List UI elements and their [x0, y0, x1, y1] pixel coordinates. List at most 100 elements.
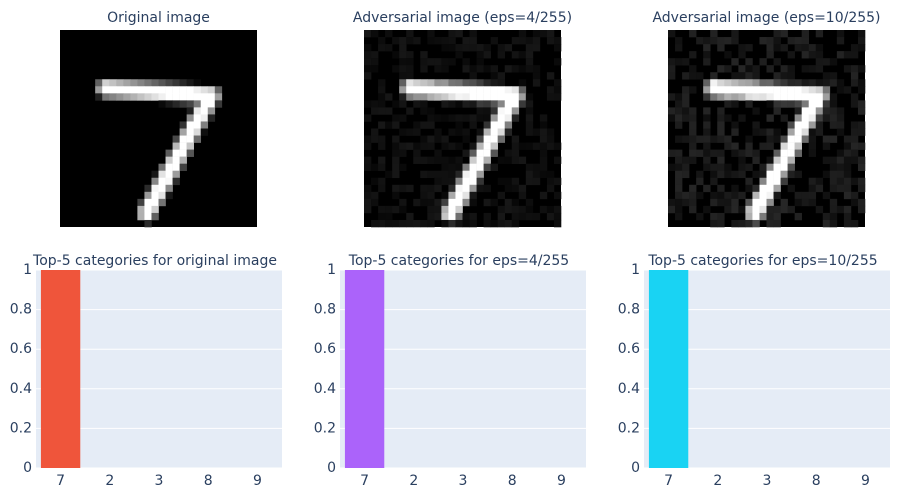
pixel: [532, 142, 541, 150]
pixel: [787, 149, 795, 157]
pixel: [193, 93, 202, 101]
pixel: [829, 156, 838, 164]
pixel: [675, 135, 683, 143]
pixel: [850, 121, 859, 129]
pixel: [448, 128, 456, 136]
pixel: [518, 79, 527, 87]
pixel: [731, 30, 739, 38]
pixel: [689, 30, 697, 38]
pixel: [675, 44, 683, 52]
pixel: [808, 142, 817, 150]
pixel: [766, 44, 774, 52]
pixel: [364, 58, 372, 66]
pixel: [668, 30, 676, 38]
pixel: [801, 191, 810, 200]
pixel: [469, 72, 477, 80]
x-tick-label: 7: [360, 473, 369, 489]
pixel: [710, 198, 718, 207]
pixel: [696, 191, 704, 200]
pixel: [836, 163, 845, 172]
pixel: [371, 219, 379, 228]
pixel: [448, 170, 456, 179]
pixel: [724, 170, 732, 179]
pixel: [116, 93, 124, 101]
pixel: [546, 30, 555, 38]
pixel: [193, 114, 202, 122]
pixel: [392, 121, 400, 129]
pixel: [696, 37, 704, 45]
pixel: [829, 163, 838, 172]
pixel: [752, 156, 760, 164]
pixel: [413, 219, 421, 228]
pixel: [724, 37, 732, 45]
pixel: [518, 37, 527, 45]
pixel: [759, 212, 767, 221]
pixel: [427, 198, 435, 207]
pixel: [483, 198, 491, 207]
pixel: [144, 198, 152, 207]
pixel: [815, 86, 824, 94]
pixel: [462, 128, 470, 136]
pixel: [717, 107, 725, 115]
pixel: [193, 107, 202, 115]
pixel: [787, 86, 795, 94]
pixel: [759, 58, 767, 66]
pixel: [808, 65, 817, 73]
pixel: [441, 156, 449, 164]
pixel: [406, 65, 414, 73]
pixel: [455, 79, 463, 87]
pixel: [780, 114, 788, 122]
y-tick-label: 0: [327, 460, 336, 476]
pixel: [137, 93, 145, 101]
pixel: [724, 135, 732, 143]
pixel: [95, 79, 103, 87]
pixel: [532, 72, 541, 80]
pixel: [836, 121, 845, 129]
pixel: [794, 107, 802, 115]
pixel: [511, 212, 520, 221]
pixel: [95, 93, 103, 101]
pixel: [829, 93, 838, 101]
pixel: [780, 149, 788, 157]
pixel: [682, 198, 690, 207]
pixel: [483, 100, 491, 108]
pixel: [766, 114, 774, 122]
pixel: [497, 107, 506, 115]
pixel: [518, 142, 527, 150]
pixel: [808, 86, 817, 94]
y-tick-label: 0.6: [618, 341, 640, 357]
pixel: [448, 156, 456, 164]
pixel: [717, 79, 725, 87]
pixel: [427, 93, 435, 101]
pixel: [364, 142, 372, 150]
pixel: [773, 177, 781, 186]
pixel: [420, 58, 428, 66]
pixel: [511, 205, 520, 214]
pixel: [476, 163, 484, 172]
pixel: [857, 44, 866, 52]
pixel: [675, 198, 683, 207]
pixel: [850, 177, 859, 186]
pixel: [364, 156, 372, 164]
pixel: [371, 135, 379, 143]
pixel: [399, 51, 407, 59]
pixel: [490, 114, 498, 122]
pixel: [518, 65, 527, 73]
pixel: [773, 170, 781, 179]
pixel: [752, 86, 760, 94]
pixel: [441, 58, 449, 66]
pixel: [850, 128, 859, 136]
pixel: [829, 114, 838, 122]
pixel: [441, 212, 449, 221]
pixel: [441, 219, 449, 228]
pixel: [144, 212, 152, 221]
pixel: [857, 37, 866, 45]
pixel: [703, 128, 711, 136]
pixel: [829, 72, 838, 80]
pixel: [504, 184, 513, 193]
pixel: [504, 86, 513, 94]
pixel: [158, 198, 166, 207]
pixel: [766, 156, 774, 164]
pixel: [829, 100, 838, 108]
pixel: [434, 135, 442, 143]
